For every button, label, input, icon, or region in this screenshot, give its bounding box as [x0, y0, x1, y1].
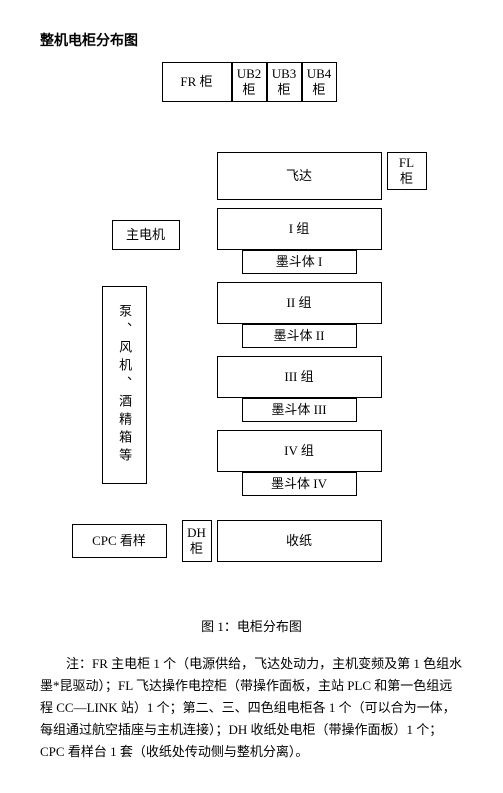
- ub3-cabinet-box: UB3柜: [267, 62, 302, 102]
- inkbody1-box: 墨斗体 I: [242, 250, 357, 274]
- figure-note: 注：FR 主电柜 1 个（电源供给，飞达处动力，主机变频及第 1 色组水墨*昆驱…: [40, 653, 463, 763]
- cpc-box: CPC 看样: [72, 524, 167, 558]
- fl-cabinet-box: FL柜: [387, 152, 427, 190]
- shouzhi-box: 收纸: [217, 520, 382, 562]
- inkbody2-box: 墨斗体 II: [242, 324, 357, 348]
- group1-box: I 组: [217, 208, 382, 250]
- cabinet-diagram: FR 柜 UB2柜 UB3柜 UB4柜 飞达 FL柜 主电机 I 组 墨斗体 I…: [42, 62, 462, 602]
- inkbody4-box: 墨斗体 IV: [242, 472, 357, 496]
- inkbody3-box: 墨斗体 III: [242, 398, 357, 422]
- main-motor-box: 主电机: [112, 220, 180, 250]
- figure-caption: 图 1：电柜分布图: [40, 616, 463, 635]
- ub2-cabinet-box: UB2柜: [232, 62, 267, 102]
- fr-cabinet-box: FR 柜: [162, 62, 232, 102]
- page-title: 整机电柜分布图: [40, 30, 463, 50]
- pump-etc-box: 泵、风机、酒精箱等: [102, 286, 147, 484]
- dh-cabinet-box: DH柜: [182, 520, 212, 562]
- group2-box: II 组: [217, 282, 382, 324]
- group3-box: III 组: [217, 356, 382, 398]
- pump-etc-label: 泵、风机、酒精箱等: [116, 304, 132, 466]
- group4-box: IV 组: [217, 430, 382, 472]
- feida-box: 飞达: [217, 152, 382, 200]
- ub4-cabinet-box: UB4柜: [302, 62, 337, 102]
